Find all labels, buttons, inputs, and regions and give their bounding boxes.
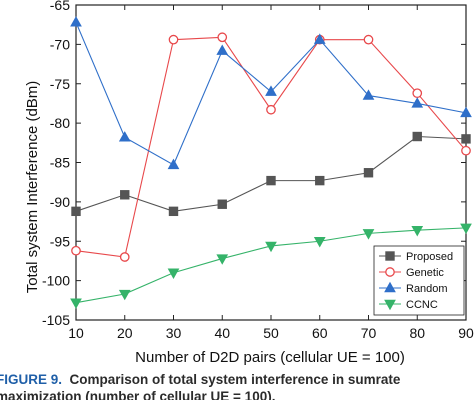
- data-point-ccnc: [265, 241, 277, 253]
- data-point-proposed: [217, 199, 227, 209]
- x-tick-label: 30: [166, 325, 182, 341]
- y-tick-label: -100: [42, 273, 70, 289]
- data-point-ccnc: [313, 237, 326, 248]
- x-tick-label: 90: [458, 325, 474, 341]
- data-point-random: [167, 158, 180, 170]
- data-point-proposed: [168, 206, 179, 217]
- y-tick-label: -65: [50, 0, 70, 13]
- data-point-genetic: [412, 88, 423, 99]
- y-tick-label: -90: [50, 194, 70, 210]
- data-point-genetic: [119, 252, 130, 262]
- data-point-proposed: [71, 206, 81, 217]
- data-point-proposed: [461, 134, 471, 144]
- legend: Proposed Genetic Random CCNC: [373, 245, 465, 316]
- figure-caption: FIGURE 9. Comparison of total system int…: [0, 371, 474, 400]
- legend-label-ccnc: CCNC: [406, 299, 438, 311]
- y-tick-label: -80: [50, 115, 70, 131]
- y-tick-label: -105: [42, 312, 70, 328]
- caption-line-2: maximization (number of cellular UE = 10…: [0, 389, 276, 400]
- data-point-random: [460, 106, 472, 118]
- data-point-random: [70, 16, 82, 27]
- data-point-ccnc: [411, 226, 424, 237]
- data-point-random: [411, 97, 424, 108]
- x-tick-label: 20: [117, 325, 133, 341]
- data-point-random: [362, 89, 375, 100]
- legend-marker-proposed: [385, 251, 395, 261]
- y-tick-label: -70: [50, 36, 70, 52]
- x-tick-label: 10: [68, 325, 84, 341]
- data-point-ccnc: [460, 223, 472, 235]
- data-point-random: [118, 131, 131, 142]
- x-tick-label: 70: [361, 325, 377, 341]
- legend-label-random: Random: [406, 283, 448, 295]
- data-point-ccnc: [70, 298, 82, 309]
- series-group: [70, 16, 472, 309]
- data-point-genetic: [71, 245, 81, 256]
- y-tick-label: -85: [50, 155, 70, 171]
- data-point-proposed: [266, 175, 276, 186]
- caption-label: FIGURE 9.: [0, 372, 63, 387]
- legend-label-genetic: Genetic: [406, 267, 444, 279]
- x-tick-label: 40: [214, 325, 230, 341]
- legend-marker-ccnc: [384, 299, 396, 311]
- data-point-proposed: [315, 175, 325, 186]
- legend-marker-genetic: [385, 267, 395, 277]
- axes: 10 20 30 40 50 60 70 80 90 -65 -70 -75 -80 -85 -90 -95 -…: [42, 0, 474, 341]
- caption-text: Comparison of total system interference …: [69, 372, 401, 387]
- data-point-ccnc: [167, 268, 180, 279]
- data-point-proposed: [363, 168, 374, 178]
- data-point-ccnc: [118, 289, 131, 301]
- data-point-ccnc: [362, 229, 375, 240]
- legend-marker-random: [384, 281, 396, 293]
- data-point-proposed: [412, 131, 422, 142]
- data-point-genetic: [217, 32, 228, 43]
- data-point-genetic: [266, 104, 276, 115]
- data-point-proposed: [120, 190, 130, 200]
- x-tick-label: 50: [263, 325, 279, 341]
- data-point-random: [313, 33, 326, 44]
- data-point-genetic: [461, 145, 471, 156]
- x-axis-title: Number of D2D pairs (cellular UE = 100): [135, 349, 405, 366]
- y-axis-title: Total system Interference (dBm): [24, 81, 41, 294]
- x-tick-label: 80: [409, 325, 425, 341]
- data-point-random: [265, 85, 277, 96]
- y-tick-label: -75: [50, 76, 70, 92]
- x-tick-label: 60: [312, 325, 328, 341]
- data-point-ccnc: [216, 254, 229, 265]
- data-point-random: [216, 44, 229, 55]
- legend-label-proposed: Proposed: [406, 251, 453, 263]
- y-tick-label: -95: [50, 233, 70, 249]
- data-point-genetic: [363, 34, 374, 45]
- data-point-genetic: [168, 34, 179, 45]
